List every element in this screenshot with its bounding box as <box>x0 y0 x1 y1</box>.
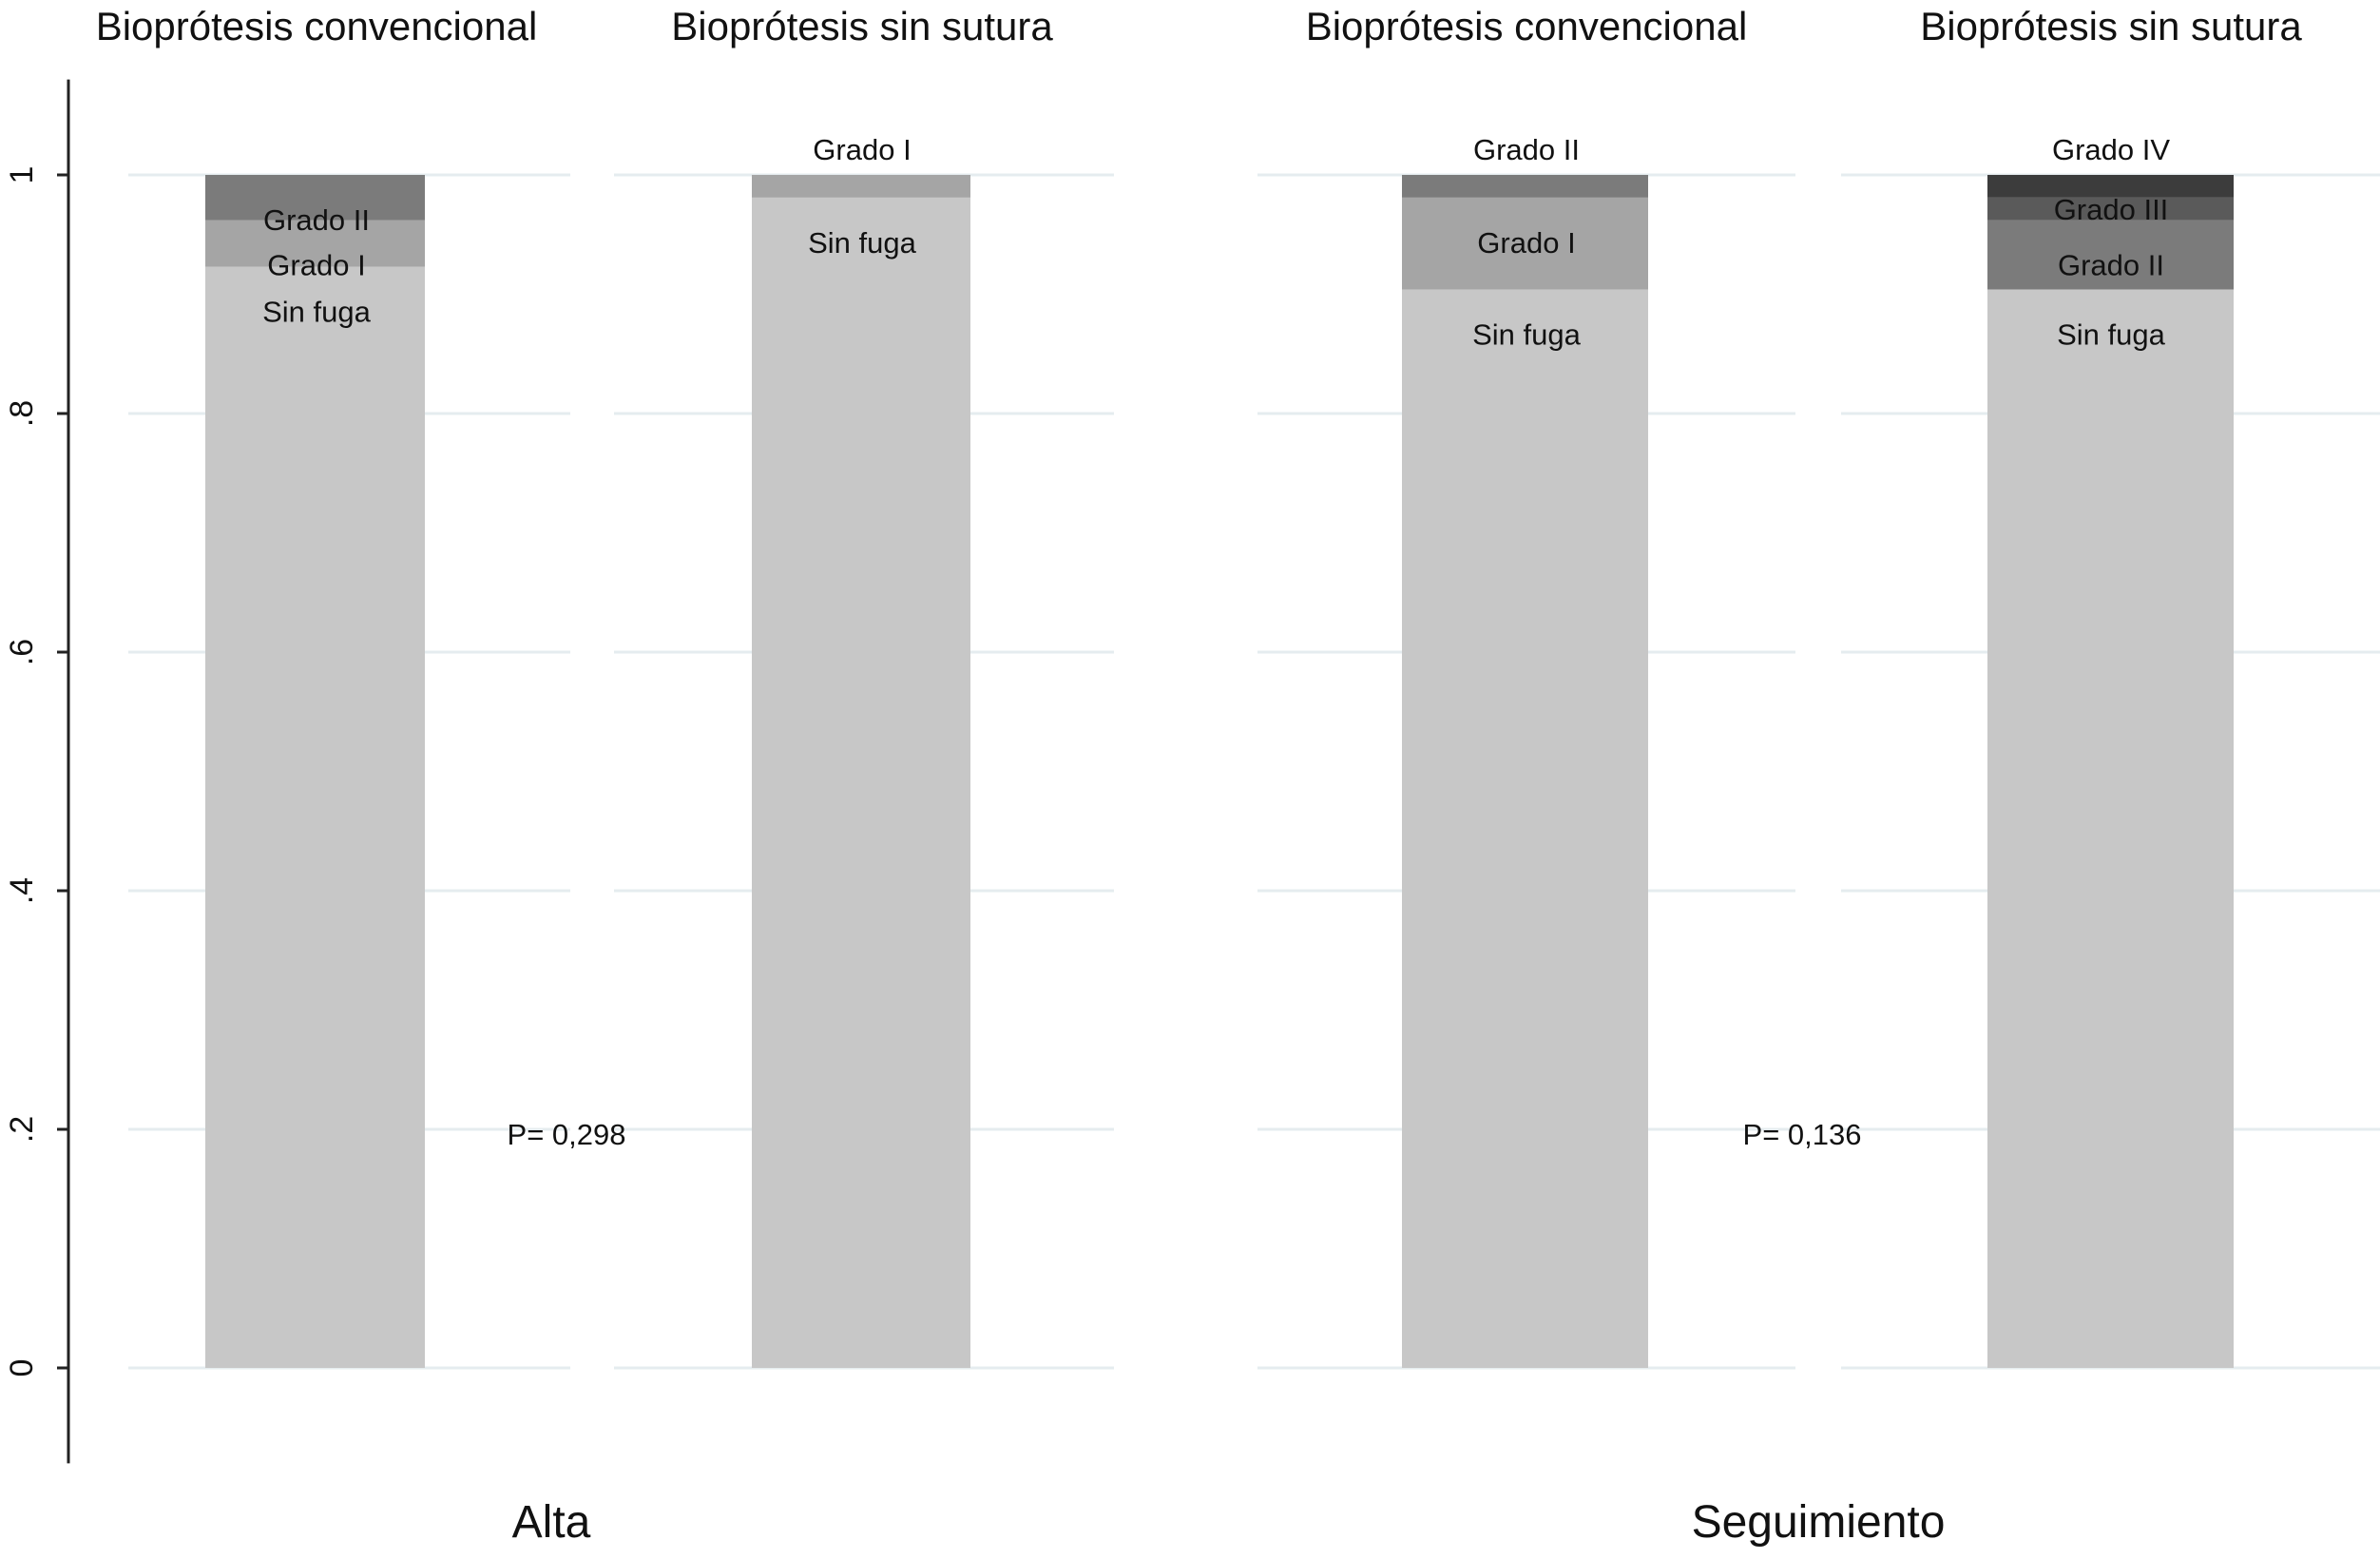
bar-segment-0-0-2 <box>205 175 425 221</box>
panel-title-0-1: Bioprótesis sin sutura <box>671 4 1053 48</box>
group-labels: Alta P= 0,298 Seguimiento P= 0,136 <box>508 1118 1946 1548</box>
y-tick-label-2: .4 <box>4 877 40 904</box>
bars <box>205 175 2234 1369</box>
bar-segment-1-0-2 <box>1402 175 1648 198</box>
segment-labels: Sin fuga Grado I Grado II Sin fuga Grado I Si… <box>262 133 2170 351</box>
segment-label-0-0-0: Sin fuga <box>262 296 372 329</box>
bar-segment-0-0-1 <box>205 220 425 267</box>
segment-label-0-1-1: Grado I <box>813 133 911 166</box>
bar-segment-1-0-0 <box>1402 289 1648 1369</box>
segment-label-1-0-0: Sin fuga <box>1472 318 1582 351</box>
group-label-1: Seguimiento <box>1692 1497 1946 1548</box>
segment-label-0-0-2: Grado II <box>263 203 370 237</box>
panel-title-0-0: Bioprótesis convencional <box>96 4 538 48</box>
panel-title-1-0: Bioprótesis convencional <box>1306 4 1748 48</box>
segment-label-0-0-1: Grado I <box>267 249 365 282</box>
segment-label-1-1-0: Sin fuga <box>2057 318 2166 351</box>
bar-segment-1-1-2 <box>1987 197 2234 221</box>
y-tick-label-0: 0 <box>4 1359 40 1377</box>
bar-segment-0-0-0 <box>205 266 425 1368</box>
segment-label-1-1-3: Grado IV <box>2052 133 2170 166</box>
y-tick-label-4: .8 <box>4 400 40 427</box>
segment-label-0-1-0: Sin fuga <box>808 226 917 260</box>
panel-title-1-1: Bioprótesis sin sutura <box>1920 4 2302 48</box>
y-axis: 0 .2 .4 .6 .8 1 <box>4 79 70 1464</box>
bar-segment-0-1-1 <box>752 175 970 198</box>
y-tick-label-3: .6 <box>4 639 40 665</box>
p-value-0: P= 0,298 <box>508 1118 626 1151</box>
bar-segment-1-1-0 <box>1987 289 2234 1369</box>
bar-segment-1-1-1 <box>1987 220 2234 290</box>
bar-segment-1-1-3 <box>1987 175 2234 198</box>
panel-titles: Bioprótesis convencional Bioprótesis sin … <box>96 4 2303 48</box>
y-tick-label-1: .2 <box>4 1116 40 1143</box>
group-label-0: Alta <box>512 1497 591 1548</box>
p-value-1: P= 0,136 <box>1743 1118 1862 1151</box>
segment-label-1-1-2: Grado III <box>2054 193 2169 226</box>
y-tick-label-5: 1 <box>4 166 40 184</box>
segment-label-1-0-1: Grado I <box>1477 226 1575 260</box>
segment-label-1-1-1: Grado II <box>2058 249 2164 282</box>
segment-label-1-0-2: Grado II <box>1473 133 1580 166</box>
bar-segment-0-1-0 <box>752 197 970 1369</box>
bar-segment-1-0-1 <box>1402 197 1648 290</box>
